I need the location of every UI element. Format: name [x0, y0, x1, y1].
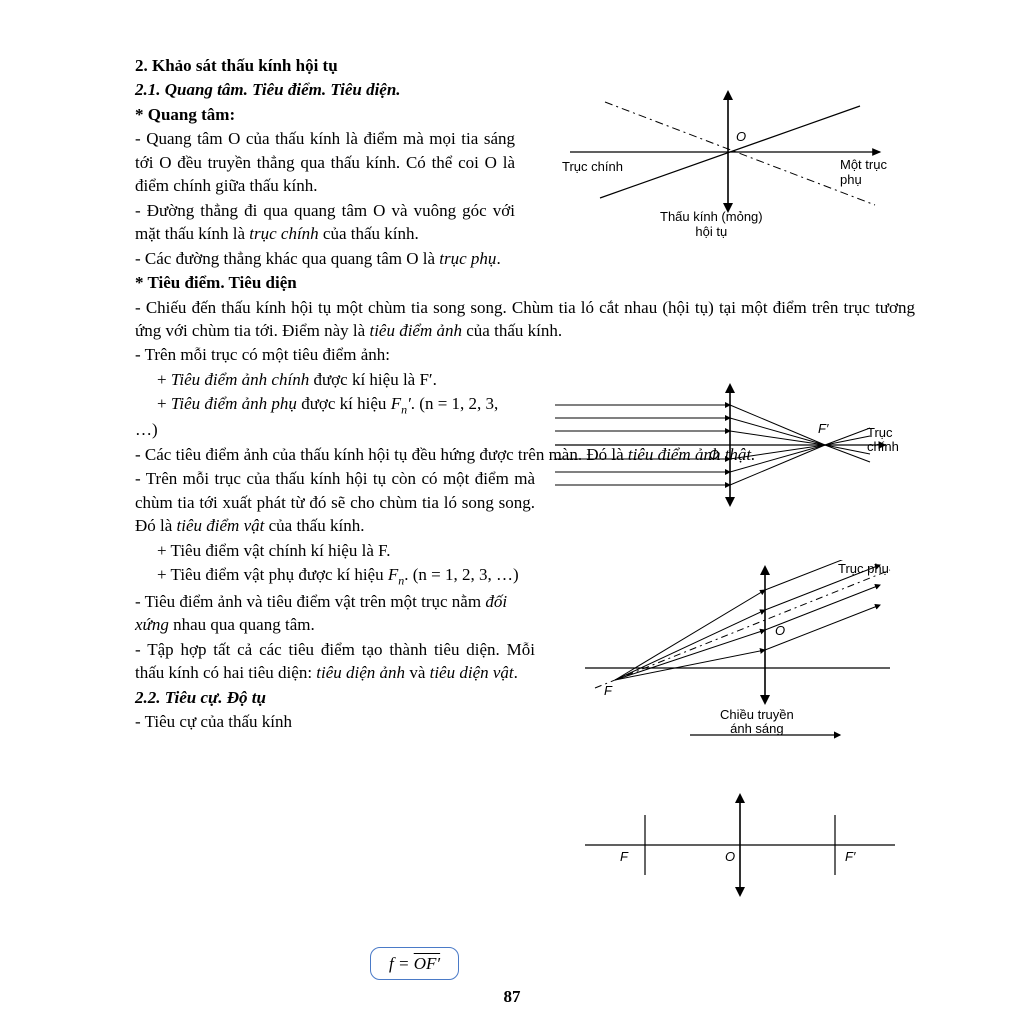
- term: Tiêu điểm ảnh chính: [171, 370, 309, 389]
- text-run: của thấu kính.: [462, 321, 562, 340]
- term: tiêu diện vật: [430, 663, 514, 682]
- label-f: F: [604, 682, 612, 700]
- symbol: Fn′: [391, 394, 411, 413]
- label-truc-phu: Trục phụ: [838, 560, 889, 578]
- paragraph: - Trên mỗi trục có một tiêu điểm ảnh:: [135, 343, 915, 366]
- text-run: .: [496, 249, 500, 268]
- text-run: - Tiêu điểm ảnh và tiêu điểm vật trên mộ…: [135, 592, 485, 611]
- paragraph: - Tiêu điểm ảnh và tiêu điểm vật trên mộ…: [135, 590, 535, 637]
- heading-tieu-diem: * Tiêu điểm. Tiêu diện: [135, 271, 915, 294]
- text-run: . (n = 1, 2, 3, …): [404, 565, 518, 584]
- label-f-prime: F′: [818, 420, 828, 438]
- label-o: O: [775, 622, 785, 640]
- term: Tiêu điểm ảnh phụ: [171, 394, 297, 413]
- heading-2: 2. Khảo sát thấu kính hội tụ: [135, 54, 915, 77]
- paragraph: + Tiêu điểm vật phụ được kí hiệu Fn. (n …: [135, 563, 535, 589]
- paragraph: + Tiêu điểm vật chính kí hiệu là F.: [135, 539, 535, 562]
- page: 2. Khảo sát thấu kính hội tụ 2.1. Quang …: [0, 0, 1024, 1024]
- paragraph: - Trên mỗi trục của thấu kính hội tụ còn…: [135, 467, 535, 537]
- text-run: và: [405, 663, 430, 682]
- term: tiêu điểm vật: [177, 516, 265, 535]
- label-o: O: [709, 446, 719, 464]
- text-run: của thấu kính.: [319, 224, 419, 243]
- text-run: .: [514, 663, 518, 682]
- text-run: được kí hiệu là F′.: [309, 370, 437, 389]
- label-thau-kinh: Thấu kính (mỏng) hội tụ: [660, 210, 763, 240]
- formula-box: f = OF′: [370, 947, 459, 980]
- text-run: được kí hiệu: [297, 394, 391, 413]
- paragraph: - Đường thẳng đi qua quang tâm O và vuôn…: [135, 199, 515, 246]
- text-run: +: [157, 370, 171, 389]
- term: trục phụ: [439, 249, 496, 268]
- symbol: Fn: [388, 565, 404, 584]
- paragraph: + Tiêu điểm ảnh phụ được kí hiệu Fn′. (n…: [135, 392, 515, 441]
- term: tiêu điểm ảnh: [369, 321, 462, 340]
- text-run: nhau qua quang tâm.: [169, 615, 315, 634]
- figure-converging-rays: O F′ Trục chính: [535, 380, 915, 510]
- figure-focal-plane: F O F′: [575, 790, 915, 900]
- label-chieu-truyen: Chiều truyền ánh sáng: [720, 708, 794, 737]
- text-run: - Các đường thẳng khác qua quang tâm O l…: [135, 249, 439, 268]
- label-o: O: [725, 848, 735, 866]
- text-run: +: [157, 394, 171, 413]
- diagram-svg: [575, 790, 915, 900]
- label-f: F: [620, 848, 628, 866]
- label-truc-chinh: Trục chính: [867, 426, 899, 455]
- page-number: 87: [0, 985, 1024, 1008]
- label-o: O: [736, 128, 746, 146]
- formula-rhs: OF′: [414, 954, 440, 973]
- paragraph: - Chiếu đến thấu kính hội tụ một chùm ti…: [135, 296, 915, 343]
- term: tiêu diện ảnh: [316, 663, 405, 682]
- paragraph: - Các đường thẳng khác qua quang tâm O l…: [135, 247, 915, 270]
- label-f-prime: F′: [845, 848, 855, 866]
- paragraph: + Tiêu điểm ảnh chính được kí hiệu là F′…: [135, 368, 515, 391]
- figure-lens-axes: O Trục chính Một trục phụ Thấu kính (mỏn…: [540, 80, 910, 235]
- label-truc-phu: Một trục phụ: [840, 158, 887, 188]
- formula-eq: =: [394, 954, 414, 973]
- paragraph: - Quang tâm O của thấu kính là điểm mà m…: [135, 127, 515, 197]
- text-run: + Tiêu điểm vật phụ được kí hiệu: [157, 565, 388, 584]
- paragraph: - Tập hợp tất cả các tiêu điểm tạo thành…: [135, 638, 535, 685]
- figure-object-focus: O F Trục phụ Chiều truyền ánh sáng: [560, 560, 920, 750]
- diagram-svg: [535, 380, 915, 510]
- text-run: của thấu kính.: [264, 516, 364, 535]
- term: trục chính: [249, 224, 318, 243]
- label-truc-chinh: Trục chính: [562, 158, 623, 176]
